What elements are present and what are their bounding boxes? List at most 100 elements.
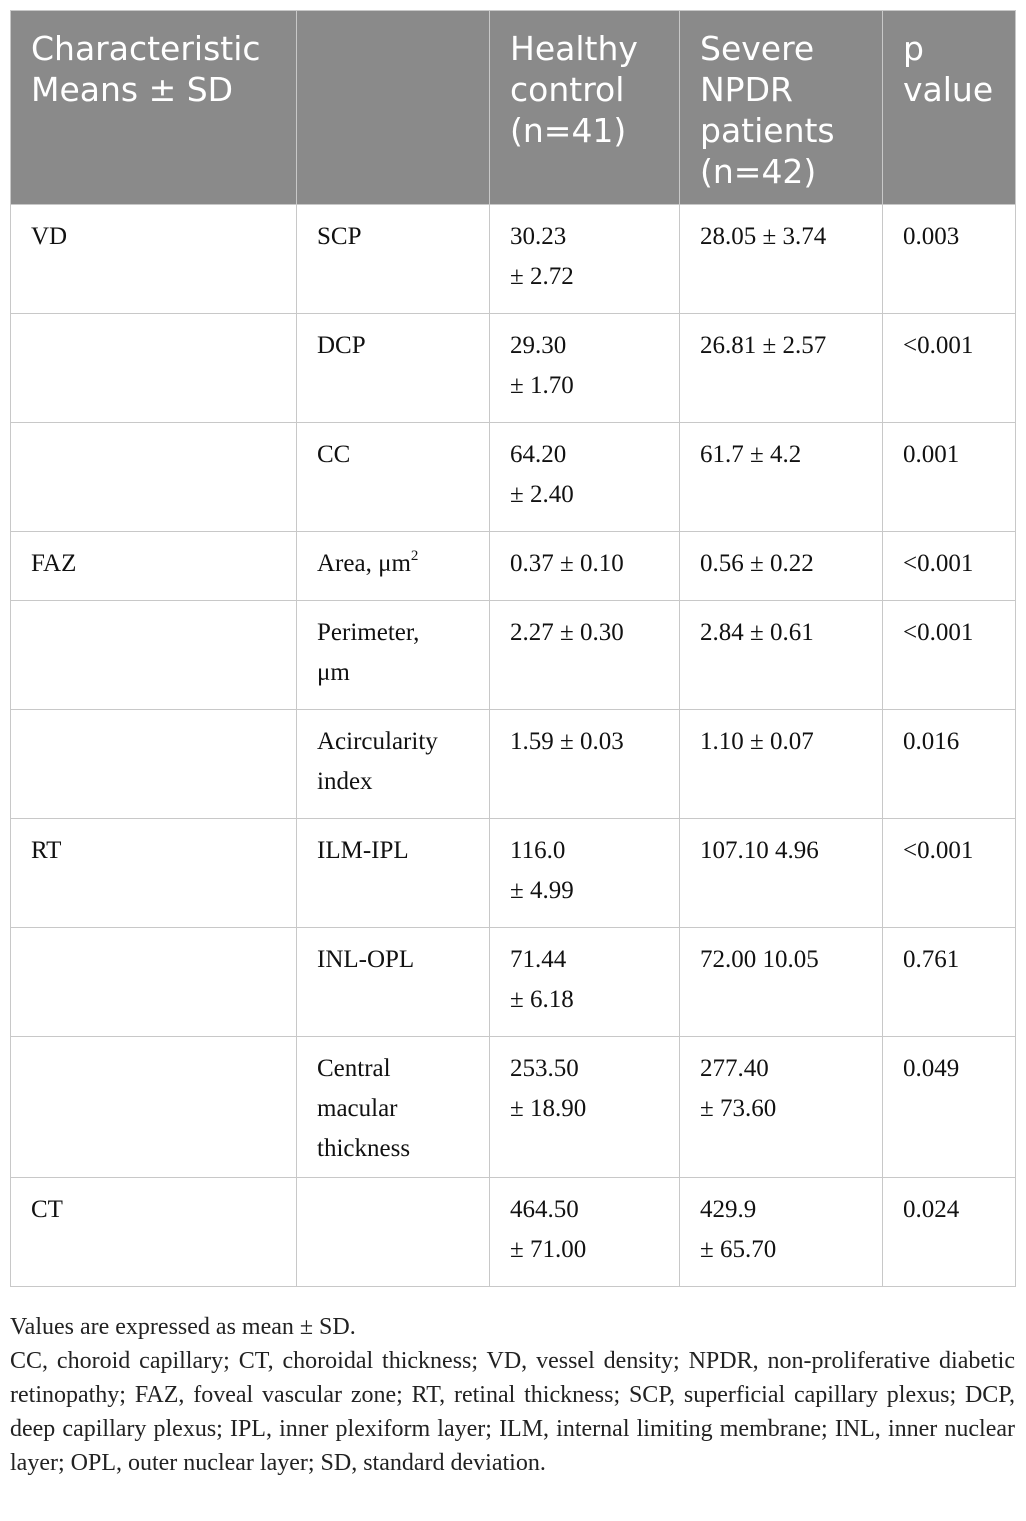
- cell-p-value-text: <0.001: [903, 837, 974, 864]
- cell-characteristic: [10, 422, 297, 532]
- cell-healthy-control-text: 1.59 ± 0.03: [510, 728, 624, 755]
- cell-p-value-text: <0.001: [903, 332, 974, 359]
- cell-measure-line: Area, μm2: [317, 544, 469, 584]
- cell-characteristic-text: CT: [31, 1196, 63, 1223]
- cell-severe-npdr: 28.05 ± 3.74: [679, 204, 883, 314]
- table-row: CC 64.20 ± 2.40 61.7 ± 4.2 0.001: [10, 422, 1016, 532]
- cell-healthy-control-text: ± 6.18: [510, 986, 574, 1013]
- cell-severe-npdr-text: 1.10 ± 0.07: [700, 728, 814, 755]
- cell-measure-text: Central: [317, 1055, 391, 1082]
- cell-severe-npdr-text: 2.84 ± 0.61: [700, 619, 814, 646]
- cell-p-value-text: <0.001: [903, 550, 974, 577]
- cell-healthy-control: 0.37 ± 0.10: [489, 531, 680, 601]
- cell-severe-npdr-text: 72.00 10.05: [700, 946, 819, 973]
- cell-measure: Central macular thickness: [296, 1036, 490, 1178]
- cell-healthy-control-text: 29.30: [510, 332, 567, 359]
- cell-p-value: 0.049: [882, 1036, 1016, 1178]
- header-severe-npdr-line: patients: [700, 111, 835, 150]
- cell-healthy-control-line: 1.59 ± 0.03: [510, 722, 659, 762]
- cell-p-value-text: 0.003: [903, 223, 960, 250]
- cell-measure-text: DCP: [317, 332, 366, 359]
- header-row: Characteristic Means ± SD Healthy control (n…: [10, 10, 1016, 205]
- header-characteristic-line: Characteristic: [31, 29, 261, 68]
- cell-severe-npdr: 0.56 ± 0.22: [679, 531, 883, 601]
- cell-healthy-control-line: 0.37 ± 0.10: [510, 544, 659, 584]
- cell-p-value-text: 0.761: [903, 946, 960, 973]
- header-p-value-line: value: [903, 70, 994, 109]
- cell-characteristic: CT: [10, 1177, 297, 1287]
- table-row: INL-OPL 71.44 ± 6.18 72.00 10.05 0.761: [10, 927, 1016, 1037]
- cell-healthy-control-line: ± 71.00: [510, 1230, 659, 1270]
- table-row: CT 464.50 ± 71.00 429.9 ± 65.70 0.024: [10, 1177, 1016, 1287]
- table-row: DCP 29.30 ± 1.70 26.81 ± 2.57 <0.001: [10, 313, 1016, 423]
- cell-p-value-text: 0.049: [903, 1055, 960, 1082]
- header-severe-npdr: Severe NPDR patients (n=42): [679, 10, 883, 205]
- table-row: RT ILM-IPL 116.0 ± 4.99 107.10 4.96 <0.001: [10, 818, 1016, 928]
- cell-healthy-control: 71.44 ± 6.18: [489, 927, 680, 1037]
- cell-healthy-control: 2.27 ± 0.30: [489, 600, 680, 710]
- cell-characteristic-text: FAZ: [31, 550, 77, 577]
- table-row: FAZ Area, μm2 0.37 ± 0.10 0.56 ± 0.22 <0.001: [10, 531, 1016, 601]
- cell-severe-npdr: 2.84 ± 0.61: [679, 600, 883, 710]
- cell-severe-npdr: 72.00 10.05: [679, 927, 883, 1037]
- cell-p-value: 0.761: [882, 927, 1016, 1037]
- footnote-abbreviations: CC, choroid capillary; CT, choroidal thi…: [10, 1348, 1015, 1476]
- cell-measure: Area, μm2: [296, 531, 490, 601]
- cell-severe-npdr-text: ± 65.70: [700, 1236, 777, 1263]
- cell-measure-line: μm: [317, 653, 469, 693]
- cell-healthy-control-line: 464.50: [510, 1190, 659, 1230]
- cell-healthy-control-text: ± 4.99: [510, 877, 574, 904]
- header-p-value-line: p: [903, 29, 924, 68]
- table-row: VD SCP 30.23 ± 2.72 28.05 ± 3.74 0.003: [10, 204, 1016, 314]
- cell-measure-line: SCP: [317, 217, 469, 257]
- cell-healthy-control-text: 71.44: [510, 946, 567, 973]
- cell-measure-line: CC: [317, 435, 469, 475]
- cell-healthy-control-text: ± 2.72: [510, 263, 574, 290]
- cell-severe-npdr-line: 1.10 ± 0.07: [700, 722, 862, 762]
- header-healthy-control-line: control: [510, 70, 625, 109]
- cell-healthy-control-text: 116.0: [510, 837, 566, 864]
- cell-severe-npdr-line: 277.40: [700, 1049, 862, 1089]
- cell-measure: INL-OPL: [296, 927, 490, 1037]
- cell-characteristic: [10, 1036, 297, 1178]
- cell-characteristic: [10, 313, 297, 423]
- cell-measure-text: Acircularity: [317, 728, 438, 755]
- cell-measure-line: thickness: [317, 1129, 469, 1169]
- cell-characteristic: RT: [10, 818, 297, 928]
- cell-severe-npdr: 277.40 ± 73.60: [679, 1036, 883, 1178]
- cell-healthy-control-text: 464.50: [510, 1196, 579, 1223]
- cell-healthy-control: 29.30 ± 1.70: [489, 313, 680, 423]
- table-row: Central macular thickness 253.50 ± 18.90 277.…: [10, 1036, 1016, 1178]
- cell-severe-npdr: 26.81 ± 2.57: [679, 313, 883, 423]
- cell-measure-text: thickness: [317, 1135, 411, 1162]
- cell-characteristic: FAZ: [10, 531, 297, 601]
- header-p-value: p value: [882, 10, 1016, 205]
- cell-measure: [296, 1177, 490, 1287]
- cell-severe-npdr-line: 0.56 ± 0.22: [700, 544, 862, 584]
- cell-healthy-control-line: 30.23: [510, 217, 659, 257]
- cell-severe-npdr: 107.10 4.96: [679, 818, 883, 928]
- cell-measure-text: Perimeter,: [317, 619, 420, 646]
- cell-healthy-control: 253.50 ± 18.90: [489, 1036, 680, 1178]
- cell-severe-npdr-line: 2.84 ± 0.61: [700, 613, 862, 653]
- cell-healthy-control-line: ± 18.90: [510, 1089, 659, 1129]
- cell-p-value: <0.001: [882, 818, 1016, 928]
- cell-measure-line: DCP: [317, 326, 469, 366]
- cell-measure: DCP: [296, 313, 490, 423]
- cell-severe-npdr: 1.10 ± 0.07: [679, 709, 883, 819]
- header-characteristic: Characteristic Means ± SD: [10, 10, 297, 205]
- cell-severe-npdr-text: ± 73.60: [700, 1095, 777, 1122]
- header-severe-npdr-line: (n=42): [700, 152, 817, 191]
- cell-healthy-control-line: ± 6.18: [510, 980, 659, 1020]
- table-row: Acircularity index 1.59 ± 0.03 1.10 ± 0.07 0…: [10, 709, 1016, 819]
- cell-characteristic: [10, 709, 297, 819]
- cell-healthy-control-text: ± 2.40: [510, 481, 574, 508]
- cell-measure-line: index: [317, 762, 469, 802]
- cell-measure: ILM-IPL: [296, 818, 490, 928]
- cell-healthy-control: 64.20 ± 2.40: [489, 422, 680, 532]
- cell-severe-npdr: 429.9 ± 65.70: [679, 1177, 883, 1287]
- header-healthy-control-line: Healthy: [510, 29, 638, 68]
- cell-measure: Acircularity index: [296, 709, 490, 819]
- cell-severe-npdr: 61.7 ± 4.2: [679, 422, 883, 532]
- cell-healthy-control: 116.0 ± 4.99: [489, 818, 680, 928]
